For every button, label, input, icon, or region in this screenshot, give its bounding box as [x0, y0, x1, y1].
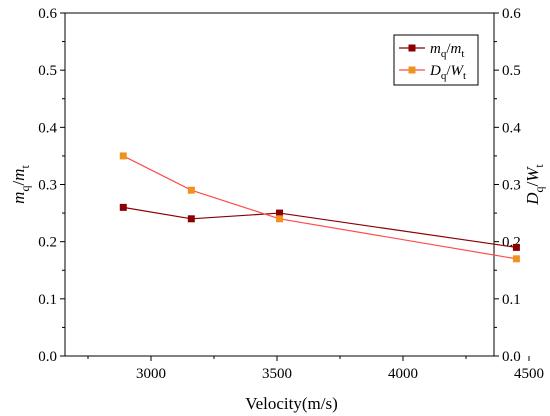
legend-label-sub: q [441, 48, 447, 60]
left-y-tick-label: 0.5 [38, 63, 57, 79]
series-line [123, 155, 517, 260]
series-point [512, 243, 520, 251]
legend-box [393, 34, 479, 86]
series-point [276, 209, 284, 217]
right-y-tick-label: 0.3 [502, 178, 521, 194]
series-layer [119, 152, 520, 263]
legend-label-sep: / [446, 63, 451, 79]
legend-label-sub2: t [461, 48, 464, 60]
left-y-tick-label: 0.3 [38, 178, 57, 194]
series-point [187, 215, 195, 223]
right-y-title-main: D [523, 192, 542, 206]
right-y-tick-label: 0.5 [502, 63, 521, 79]
legend-label-sep: / [446, 41, 451, 57]
series-1 [119, 203, 520, 251]
legend-label-main2: W [451, 63, 465, 79]
x-tick-label: 3000 [136, 366, 166, 382]
left-y-axis-title: mq/mt [9, 165, 32, 204]
legend-label-sub2: t [463, 70, 466, 82]
right-y-tick-label: 0.0 [502, 349, 521, 365]
right-y-axis-title: Dq/Wt [523, 164, 546, 206]
left-y-tick-label: 0.1 [38, 292, 57, 308]
right-y-title-main2: W [523, 166, 542, 182]
left-y-tick-label: 0.4 [38, 120, 57, 136]
left-y-title-main: m [9, 192, 28, 204]
right-y-title-sub2: t [532, 164, 546, 168]
legend-label-main2: m [451, 41, 462, 57]
right-y-title-sub: q [532, 186, 546, 192]
legend-marker [408, 66, 416, 74]
legend-marker [408, 44, 416, 52]
right-y-title-sep: / [523, 181, 542, 186]
left-y-title-main2: m [9, 169, 28, 181]
x-tick-label: 4500 [514, 366, 544, 382]
legend-label-sub: q [441, 70, 447, 82]
series-point [276, 215, 284, 223]
right-y-tick-label: 0.1 [502, 292, 521, 308]
legend-label-main: m [430, 41, 441, 57]
right-y-tick-label: 0.6 [502, 6, 521, 22]
left-y-title-sep: / [9, 181, 28, 186]
legend-label-main: D [429, 63, 441, 79]
right-y-tick-label: 0.4 [502, 120, 521, 136]
series-point [119, 152, 127, 160]
x-axis-ticks: 3000 3500 4000 4500 [87, 356, 544, 382]
series-point [512, 255, 520, 263]
x-tick-label: 4000 [388, 366, 418, 382]
right-y-axis-ticks: 0.00.10.20.30.40.50.6 [494, 6, 521, 365]
left-y-tick-label: 0.6 [38, 6, 57, 22]
left-y-title-sub: q [18, 186, 32, 192]
series-2 [119, 152, 520, 263]
x-axis-title: Velocity(m/s) [245, 394, 338, 413]
left-y-tick-label: 0.2 [38, 235, 57, 251]
series-line [123, 206, 517, 248]
left-y-title-sub2: t [18, 165, 32, 169]
legend-label: mq/mt [430, 41, 464, 60]
series-point [119, 203, 127, 211]
left-y-axis-ticks: 0.0 0.1 0.2 0.3 0.4 0.5 0.6 [38, 6, 65, 365]
series-point [187, 186, 195, 194]
left-y-tick-label: 0.0 [38, 349, 57, 365]
legend-label: Dq/Wt [429, 63, 466, 82]
x-tick-label: 3500 [262, 366, 292, 382]
